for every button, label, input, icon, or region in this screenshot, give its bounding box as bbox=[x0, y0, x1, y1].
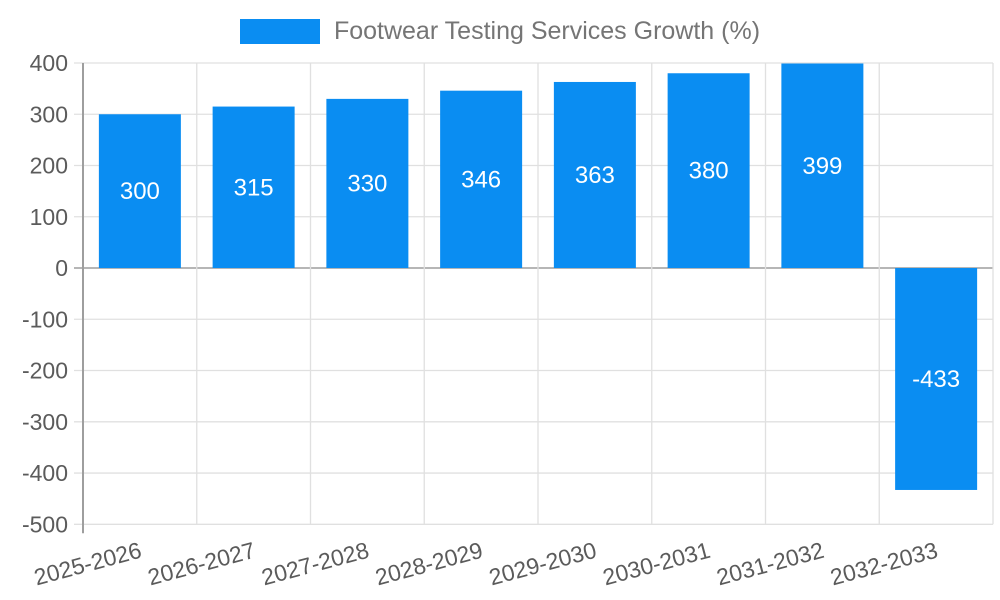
bar[interactable] bbox=[895, 268, 978, 490]
y-tick-label: -500 bbox=[22, 511, 68, 537]
chart-title: Footwear Testing Services Growth (%) bbox=[333, 16, 761, 45]
y-tick-label: 100 bbox=[30, 204, 68, 230]
y-tick-label: -400 bbox=[22, 460, 68, 486]
legend[interactable]: Footwear Testing Services Growth (%) bbox=[0, 17, 1000, 45]
x-tick-label: 2028-2029 bbox=[372, 537, 485, 591]
x-tick-label: 2031-2032 bbox=[714, 537, 827, 591]
bar-value-label: 399 bbox=[802, 153, 842, 180]
y-tick-label: -200 bbox=[22, 358, 68, 384]
y-tick-label: 300 bbox=[30, 101, 68, 127]
y-tick-label: 0 bbox=[55, 255, 68, 281]
bar[interactable] bbox=[667, 73, 750, 269]
bar[interactable] bbox=[98, 114, 181, 269]
x-tick-label: 2029-2030 bbox=[486, 537, 599, 591]
bar-value-label: 330 bbox=[347, 170, 387, 197]
bar-value-label: 346 bbox=[461, 166, 501, 193]
x-tick-label: 2025-2026 bbox=[31, 537, 144, 591]
bar-value-label: -433 bbox=[912, 366, 960, 393]
bar-value-label: 315 bbox=[234, 174, 274, 201]
bar[interactable] bbox=[781, 63, 864, 269]
bar-value-label: 380 bbox=[689, 158, 729, 185]
y-tick-label: -300 bbox=[22, 409, 68, 435]
bar-value-label: 363 bbox=[575, 162, 615, 189]
x-tick-label: 2027-2028 bbox=[259, 537, 372, 591]
x-tick-label: 2026-2027 bbox=[145, 537, 258, 591]
y-tick-label: -100 bbox=[22, 306, 68, 332]
y-tick-label: 400 bbox=[30, 50, 68, 76]
bar[interactable] bbox=[212, 106, 295, 269]
bar[interactable] bbox=[553, 81, 636, 269]
bar[interactable] bbox=[326, 98, 409, 269]
bar[interactable] bbox=[440, 90, 523, 269]
bar-value-label: 300 bbox=[120, 178, 160, 205]
x-tick-label: 2032-2033 bbox=[827, 537, 940, 591]
x-tick-label: 2030-2031 bbox=[600, 537, 713, 591]
y-tick-label: 200 bbox=[30, 153, 68, 179]
legend-swatch bbox=[239, 18, 320, 44]
